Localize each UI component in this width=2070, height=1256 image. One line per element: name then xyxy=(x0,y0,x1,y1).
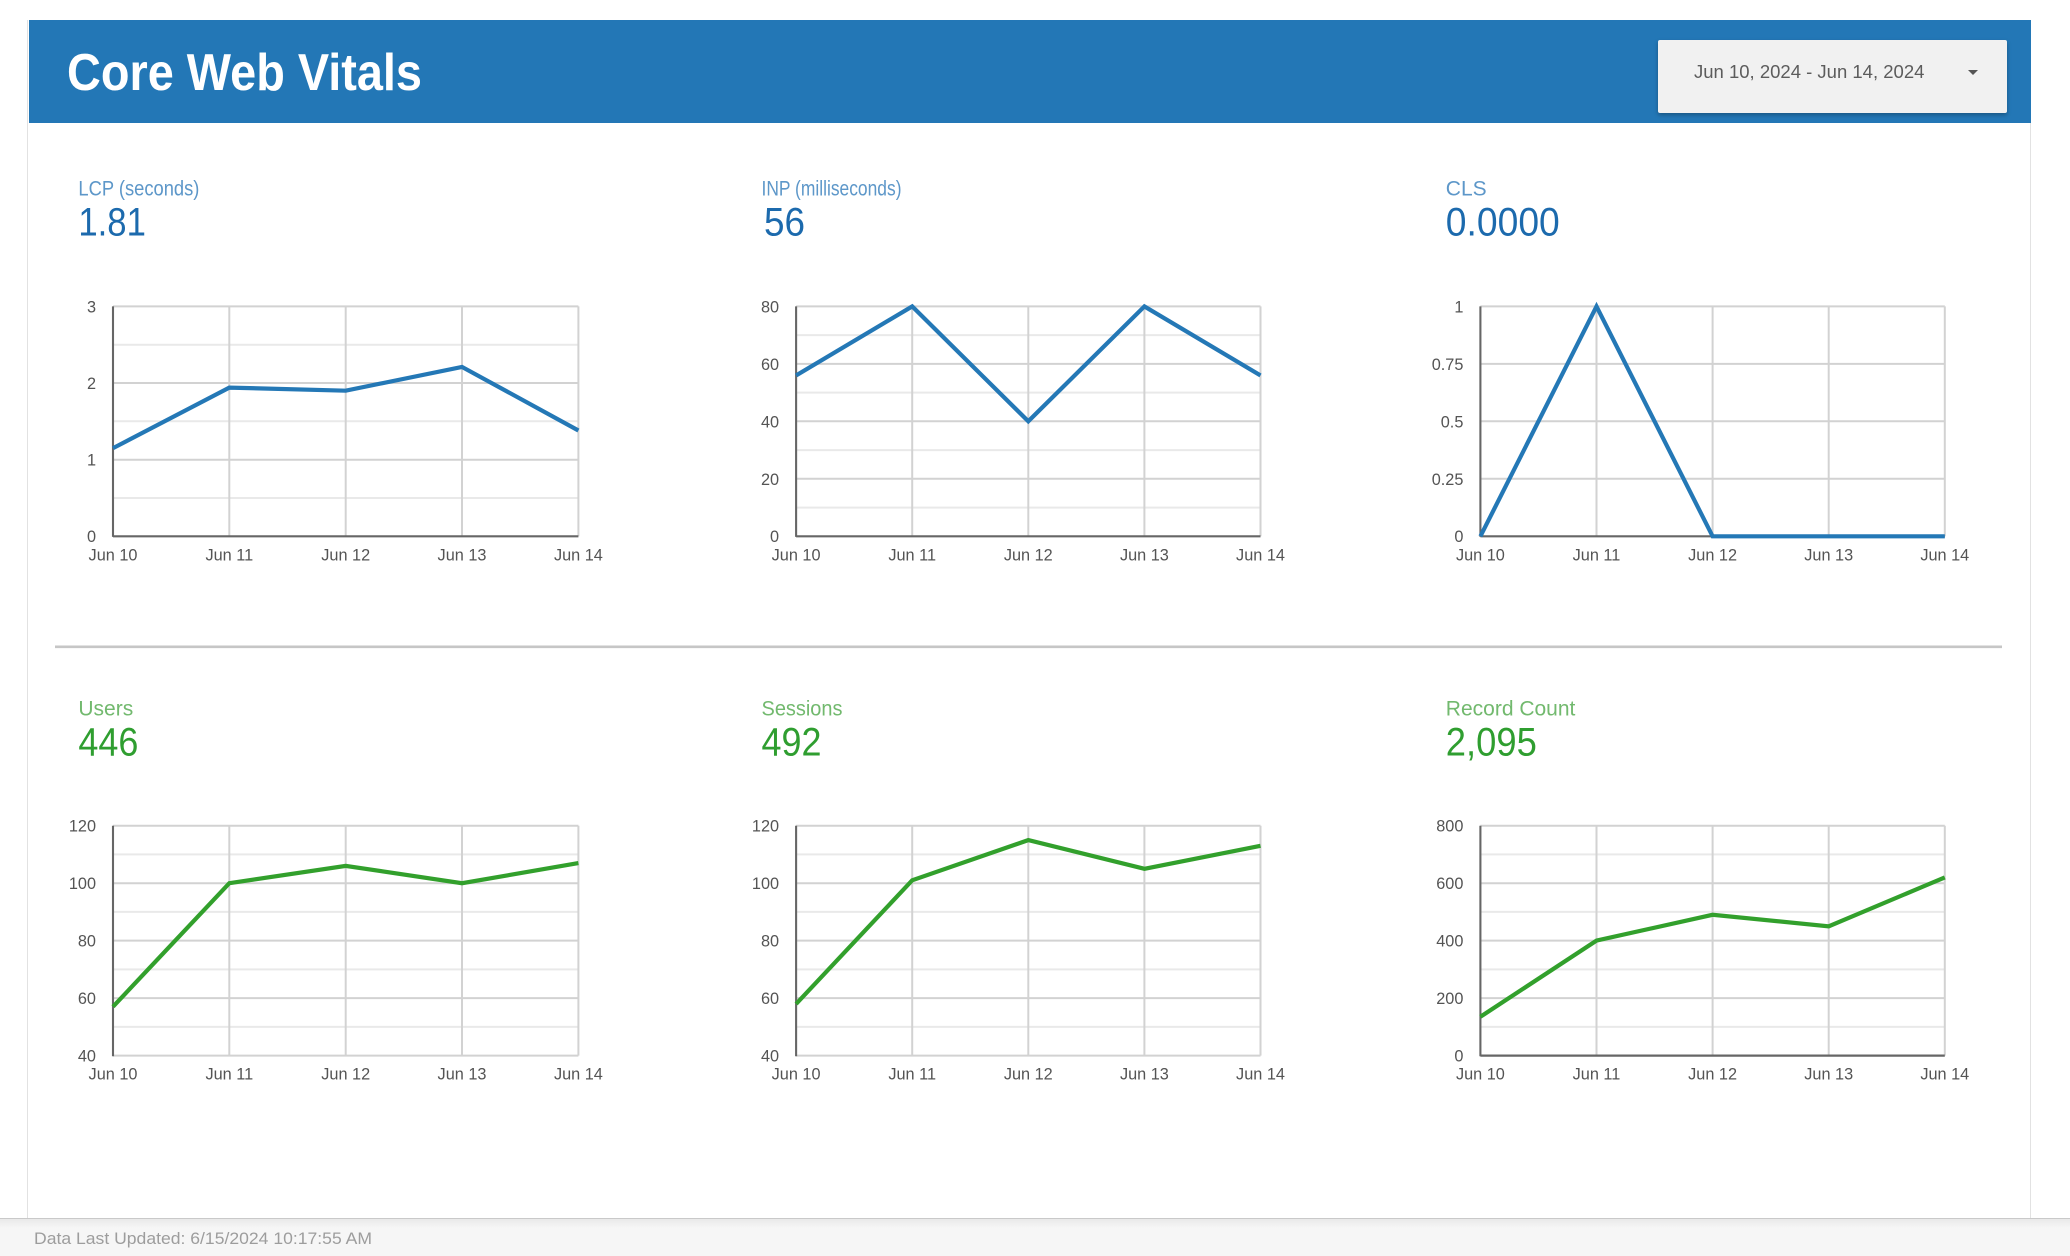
svg-text:200: 200 xyxy=(1436,990,1463,1008)
svg-text:Users: Users xyxy=(78,698,133,721)
svg-text:40: 40 xyxy=(78,1048,96,1066)
svg-text:80: 80 xyxy=(761,933,779,951)
svg-text:56: 56 xyxy=(764,200,805,244)
svg-text:20: 20 xyxy=(761,471,779,489)
svg-text:492: 492 xyxy=(762,721,822,765)
svg-text:Jun 13: Jun 13 xyxy=(1804,546,1853,564)
svg-text:Jun 10: Jun 10 xyxy=(1456,546,1505,564)
svg-text:800: 800 xyxy=(1436,818,1463,836)
svg-text:Jun 11: Jun 11 xyxy=(888,1066,936,1084)
svg-text:Jun 11: Jun 11 xyxy=(205,1066,253,1084)
svg-text:Jun 14: Jun 14 xyxy=(1920,1066,1969,1084)
svg-text:2: 2 xyxy=(87,375,96,393)
svg-text:0.75: 0.75 xyxy=(1432,356,1464,374)
svg-text:100: 100 xyxy=(752,875,779,893)
svg-text:Sessions: Sessions xyxy=(762,698,843,721)
svg-text:40: 40 xyxy=(761,413,779,431)
svg-text:LCP (seconds): LCP (seconds) xyxy=(78,178,199,201)
svg-text:Jun 13: Jun 13 xyxy=(1120,1066,1169,1084)
svg-text:Core Web Vitals: Core Web Vitals xyxy=(67,44,422,102)
svg-text:0: 0 xyxy=(87,528,96,546)
svg-text:INP (milliseconds): INP (milliseconds) xyxy=(762,178,902,201)
svg-text:Jun 10: Jun 10 xyxy=(89,546,138,564)
svg-text:Jun 11: Jun 11 xyxy=(1573,1066,1621,1084)
svg-text:1: 1 xyxy=(87,452,96,470)
svg-text:0.0000: 0.0000 xyxy=(1446,200,1560,244)
svg-text:1.81: 1.81 xyxy=(78,200,145,244)
svg-text:446: 446 xyxy=(78,721,138,765)
svg-text:80: 80 xyxy=(761,298,779,316)
svg-text:Data Last Updated: 6/15/2024 1: Data Last Updated: 6/15/2024 10:17:55 AM xyxy=(34,1229,372,1248)
svg-text:Jun 14: Jun 14 xyxy=(1236,1066,1285,1084)
svg-text:Jun 12: Jun 12 xyxy=(1688,1066,1737,1084)
svg-text:0: 0 xyxy=(1454,528,1463,546)
svg-text:Jun 13: Jun 13 xyxy=(438,1066,487,1084)
svg-text:Jun 12: Jun 12 xyxy=(321,546,370,564)
svg-text:60: 60 xyxy=(78,990,96,1008)
svg-text:80: 80 xyxy=(78,933,96,951)
svg-text:60: 60 xyxy=(761,990,779,1008)
svg-text:Jun 14: Jun 14 xyxy=(1920,546,1969,564)
svg-text:400: 400 xyxy=(1436,933,1463,951)
svg-text:40: 40 xyxy=(761,1048,779,1066)
svg-text:120: 120 xyxy=(69,818,96,836)
svg-text:Jun 11: Jun 11 xyxy=(888,546,936,564)
svg-text:120: 120 xyxy=(752,818,779,836)
svg-text:0.25: 0.25 xyxy=(1432,471,1464,489)
svg-text:0: 0 xyxy=(770,528,779,546)
svg-text:600: 600 xyxy=(1436,875,1463,893)
svg-text:Jun 10: Jun 10 xyxy=(772,1066,821,1084)
svg-text:100: 100 xyxy=(69,875,96,893)
svg-text:Jun 13: Jun 13 xyxy=(438,546,487,564)
svg-text:Jun 14: Jun 14 xyxy=(554,1066,603,1084)
svg-text:Record Count: Record Count xyxy=(1446,698,1576,721)
svg-text:Jun 13: Jun 13 xyxy=(1120,546,1169,564)
svg-text:3: 3 xyxy=(87,298,96,316)
svg-text:Jun 13: Jun 13 xyxy=(1804,1066,1853,1084)
svg-text:Jun 14: Jun 14 xyxy=(554,546,603,564)
svg-text:Jun 10: Jun 10 xyxy=(1456,1066,1505,1084)
svg-text:60: 60 xyxy=(761,356,779,374)
svg-text:CLS: CLS xyxy=(1446,178,1487,201)
svg-text:0.5: 0.5 xyxy=(1441,413,1464,431)
svg-text:Jun 11: Jun 11 xyxy=(1573,546,1621,564)
svg-text:Jun 12: Jun 12 xyxy=(321,1066,370,1084)
svg-text:Jun 11: Jun 11 xyxy=(205,546,253,564)
svg-text:2,095: 2,095 xyxy=(1446,721,1537,765)
svg-text:Jun 12: Jun 12 xyxy=(1004,1066,1053,1084)
svg-text:0: 0 xyxy=(1454,1048,1463,1066)
svg-text:Jun 10: Jun 10 xyxy=(89,1066,138,1084)
svg-text:1: 1 xyxy=(1454,298,1463,316)
svg-text:Jun 14: Jun 14 xyxy=(1236,546,1285,564)
svg-text:Jun 12: Jun 12 xyxy=(1004,546,1053,564)
svg-text:Jun 12: Jun 12 xyxy=(1688,546,1737,564)
svg-text:Jun 10: Jun 10 xyxy=(772,546,821,564)
